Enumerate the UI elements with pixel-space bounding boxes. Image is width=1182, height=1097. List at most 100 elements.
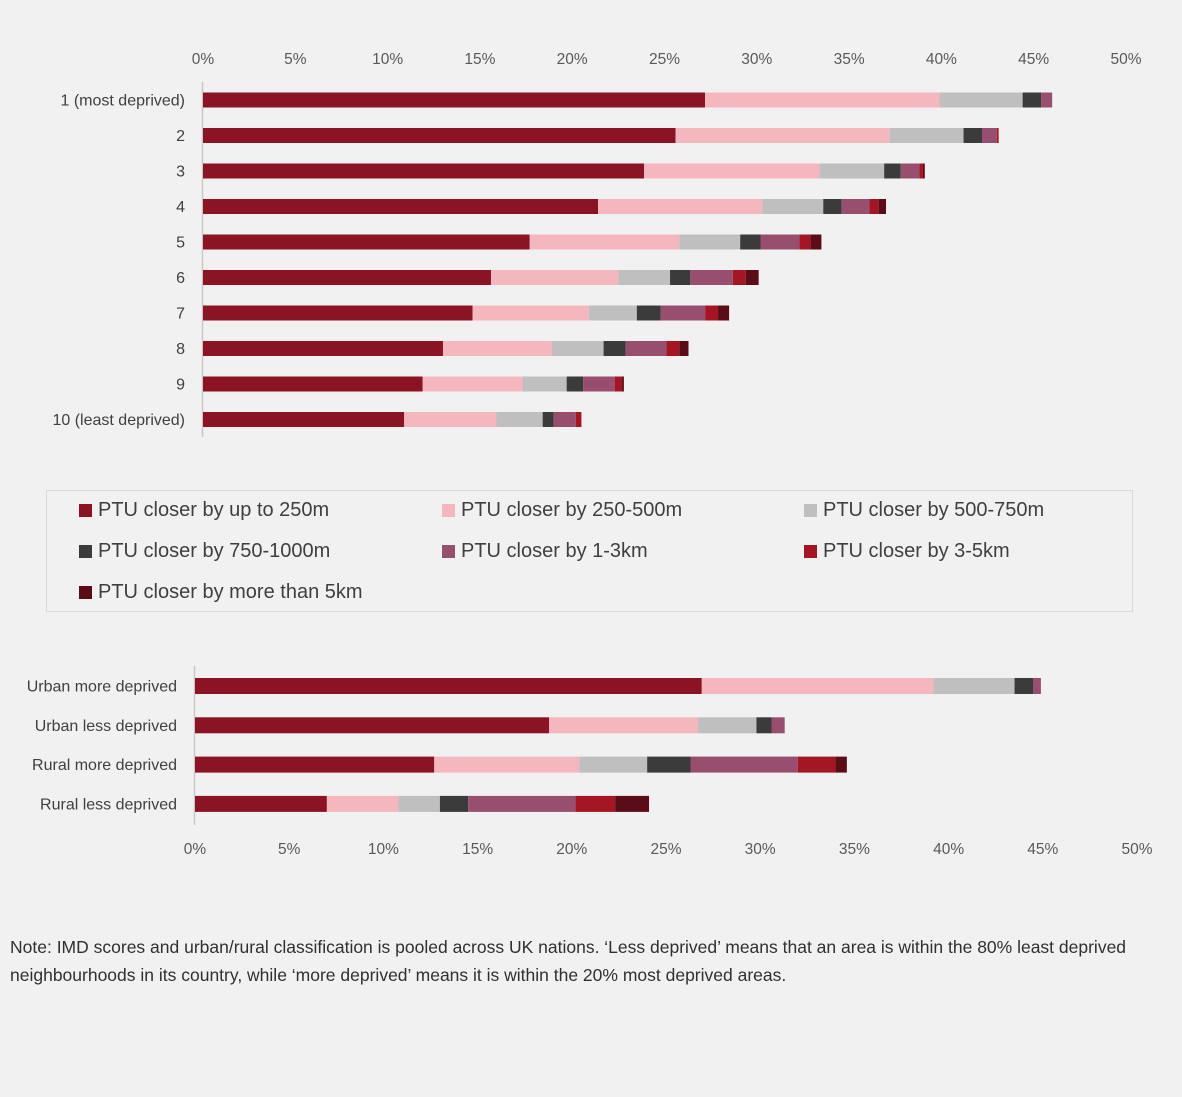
x-tick-label: 15%	[464, 51, 495, 68]
bar-segment-ptu-closer-by-more-than-5km	[718, 305, 730, 321]
x-tick-label: 15%	[462, 841, 493, 858]
bar-segment-ptu-closer-by-750-1000m	[963, 128, 983, 143]
x-tick-label: 10%	[372, 51, 403, 68]
bar-segment-ptu-closer-by-750-1000m	[542, 412, 554, 427]
bar-segment-ptu-closer-by-500-750m	[889, 128, 964, 143]
bar-segment-ptu-closer-by-3-5km	[869, 199, 879, 214]
bar-segment-ptu-closer-by-500-750m	[588, 305, 637, 321]
bar-segment-ptu-closer-by-500-750m	[618, 270, 671, 285]
category-label: Urban less deprived	[35, 718, 177, 735]
bar-segment-ptu-closer-by-1-3km	[690, 270, 733, 285]
bar-segment-ptu-closer-by-750-1000m	[670, 270, 691, 285]
bar-segment-ptu-closer-by-up-to-250m	[203, 92, 706, 108]
category-label: 10 (least deprived)	[52, 412, 185, 429]
category-label: 4	[176, 199, 185, 216]
bar-segment-ptu-closer-by-250-500m	[644, 163, 820, 179]
category-label: 6	[176, 270, 185, 287]
legend-swatch	[79, 504, 92, 517]
bar-segment-ptu-closer-by-1-3km	[583, 376, 615, 392]
category-label: 2	[176, 128, 185, 145]
bar-segment-ptu-closer-by-more-than-5km	[878, 199, 887, 214]
bar-segment-ptu-closer-by-750-1000m	[566, 376, 584, 392]
x-tick-label: 35%	[839, 841, 870, 858]
bar-segment-ptu-closer-by-1-3km	[1041, 92, 1053, 108]
bar-segment-ptu-closer-by-250-500m	[422, 376, 523, 392]
bar-segment-ptu-closer-by-750-1000m	[823, 199, 842, 214]
bar-segment-ptu-closer-by-750-1000m	[647, 756, 691, 773]
legend-label: PTU closer by 500-750m	[823, 499, 1045, 521]
bar-segment-ptu-closer-by-250-500m	[442, 341, 552, 356]
bar-segment-ptu-closer-by-up-to-250m	[203, 305, 473, 321]
legend-swatch	[442, 545, 455, 558]
bar-segment-ptu-closer-by-250-500m	[472, 305, 589, 321]
legend-swatch	[804, 504, 817, 517]
bar-segment-ptu-closer-by-3-5km	[797, 756, 836, 773]
legend-label: PTU closer by up to 250m	[98, 499, 330, 521]
x-tick-label: 0%	[184, 841, 207, 858]
bar-segment-ptu-closer-by-250-500m	[490, 270, 619, 285]
bar-segment-ptu-closer-by-3-5km	[732, 270, 746, 285]
x-tick-label: 35%	[834, 51, 865, 68]
bar-segment-ptu-closer-by-1-3km	[553, 412, 576, 427]
footnote: Note: IMD scores and urban/rural classif…	[10, 937, 1127, 985]
bar-segment-ptu-closer-by-750-1000m	[1014, 678, 1034, 694]
x-tick-label: 0%	[192, 51, 215, 68]
bar-segment-ptu-closer-by-750-1000m	[756, 717, 772, 734]
x-tick-label: 50%	[1110, 51, 1141, 68]
bar-segment-ptu-closer-by-750-1000m	[439, 795, 469, 812]
bar-segment-ptu-closer-by-1-3km	[771, 717, 785, 734]
bar-segment-ptu-closer-by-250-500m	[598, 199, 763, 214]
legend-label: PTU closer by 250-500m	[461, 499, 683, 521]
x-tick-label: 40%	[926, 51, 957, 68]
bar-segment-ptu-closer-by-500-750m	[939, 92, 1023, 108]
bar-segment-ptu-closer-by-up-to-250m	[203, 376, 423, 392]
bar-segment-ptu-closer-by-3-5km	[996, 128, 999, 143]
bar-segment-ptu-closer-by-more-than-5km	[622, 376, 624, 392]
bar-segment-ptu-closer-by-1-3km	[900, 163, 920, 179]
legend-item-3-5km: PTU closer by 3-5km	[804, 540, 1010, 563]
bar-segment-ptu-closer-by-1-3km	[660, 305, 706, 321]
x-tick-label: 5%	[284, 51, 307, 68]
x-tick-label: 10%	[368, 841, 399, 858]
bar-segment-ptu-closer-by-750-1000m	[1022, 92, 1042, 108]
bar-segment-ptu-closer-by-500-750m	[819, 163, 885, 179]
x-tick-label: 45%	[1018, 51, 1049, 68]
bar-segment-ptu-closer-by-250-500m	[404, 412, 497, 427]
legend-label: PTU closer by 3-5km	[823, 540, 1010, 562]
bar-segment-ptu-closer-by-up-to-250m	[203, 163, 645, 179]
bar-segment-ptu-closer-by-250-500m	[326, 795, 399, 812]
bar-segment-ptu-closer-by-500-750m	[698, 717, 757, 734]
category-label: Rural more deprived	[32, 757, 177, 774]
x-tick-label: 25%	[649, 51, 680, 68]
bar-segment-ptu-closer-by-1-3km	[625, 341, 667, 356]
bar-segment-ptu-closer-by-up-to-250m	[195, 756, 435, 773]
x-tick-label: 30%	[741, 51, 772, 68]
legend-item-up-to-250m: PTU closer by up to 250m	[79, 499, 329, 522]
bar-segment-ptu-closer-by-500-750m	[679, 234, 741, 250]
bar-segment-ptu-closer-by-500-750m	[551, 341, 604, 356]
bar-segment-ptu-closer-by-3-5km	[575, 412, 582, 427]
bar-segment-ptu-closer-by-1-3km	[1033, 678, 1041, 694]
bar-segment-ptu-closer-by-1-3km	[841, 199, 870, 214]
legend-swatch	[79, 545, 92, 558]
bar-segment-ptu-closer-by-up-to-250m	[203, 234, 530, 250]
bar-segment-ptu-closer-by-up-to-250m	[203, 270, 491, 285]
legend-label: PTU closer by more than 5km	[98, 581, 363, 603]
legend-item-more-than-5km: PTU closer by more than 5km	[79, 581, 363, 604]
bar-segment-ptu-closer-by-3-5km	[575, 795, 616, 812]
bar-segment-ptu-closer-by-750-1000m	[603, 341, 626, 356]
bar-segment-ptu-closer-by-250-500m	[434, 756, 580, 773]
bar-segment-ptu-closer-by-1-3km	[468, 795, 576, 812]
bar-segment-ptu-closer-by-3-5km	[705, 305, 719, 321]
legend-item-1-3km: PTU closer by 1-3km	[442, 540, 648, 563]
urban-rural-chart: 0% 5% 10% 15% 20% 25% 30% 35% 40% 45% 50% Urban mor…	[27, 666, 1153, 858]
bar-segment-ptu-closer-by-250-500m	[549, 717, 699, 734]
legend-label: PTU closer by 1-3km	[461, 540, 648, 562]
bar-segment-ptu-closer-by-up-to-250m	[203, 199, 599, 214]
bar-segment-ptu-closer-by-500-750m	[496, 412, 543, 427]
category-label: 5	[176, 235, 185, 252]
bar-segment-ptu-closer-by-250-500m	[675, 128, 890, 143]
bar-segment-ptu-closer-by-more-than-5km	[745, 270, 759, 285]
bar-segment-ptu-closer-by-up-to-250m	[195, 795, 327, 812]
x-tick-label: 40%	[933, 841, 964, 858]
